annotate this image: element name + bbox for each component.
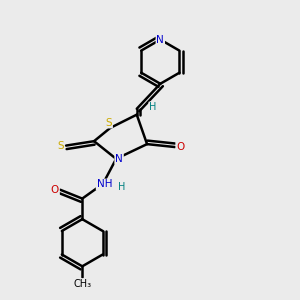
- Text: H: H: [118, 182, 126, 192]
- Text: CH₃: CH₃: [73, 279, 91, 289]
- Text: O: O: [51, 185, 59, 195]
- Text: N: N: [115, 154, 123, 164]
- Text: O: O: [176, 142, 184, 152]
- Text: S: S: [57, 141, 64, 151]
- Text: H: H: [149, 102, 157, 112]
- Text: S: S: [106, 118, 112, 128]
- Text: NH: NH: [97, 179, 112, 190]
- Text: N: N: [156, 34, 164, 45]
